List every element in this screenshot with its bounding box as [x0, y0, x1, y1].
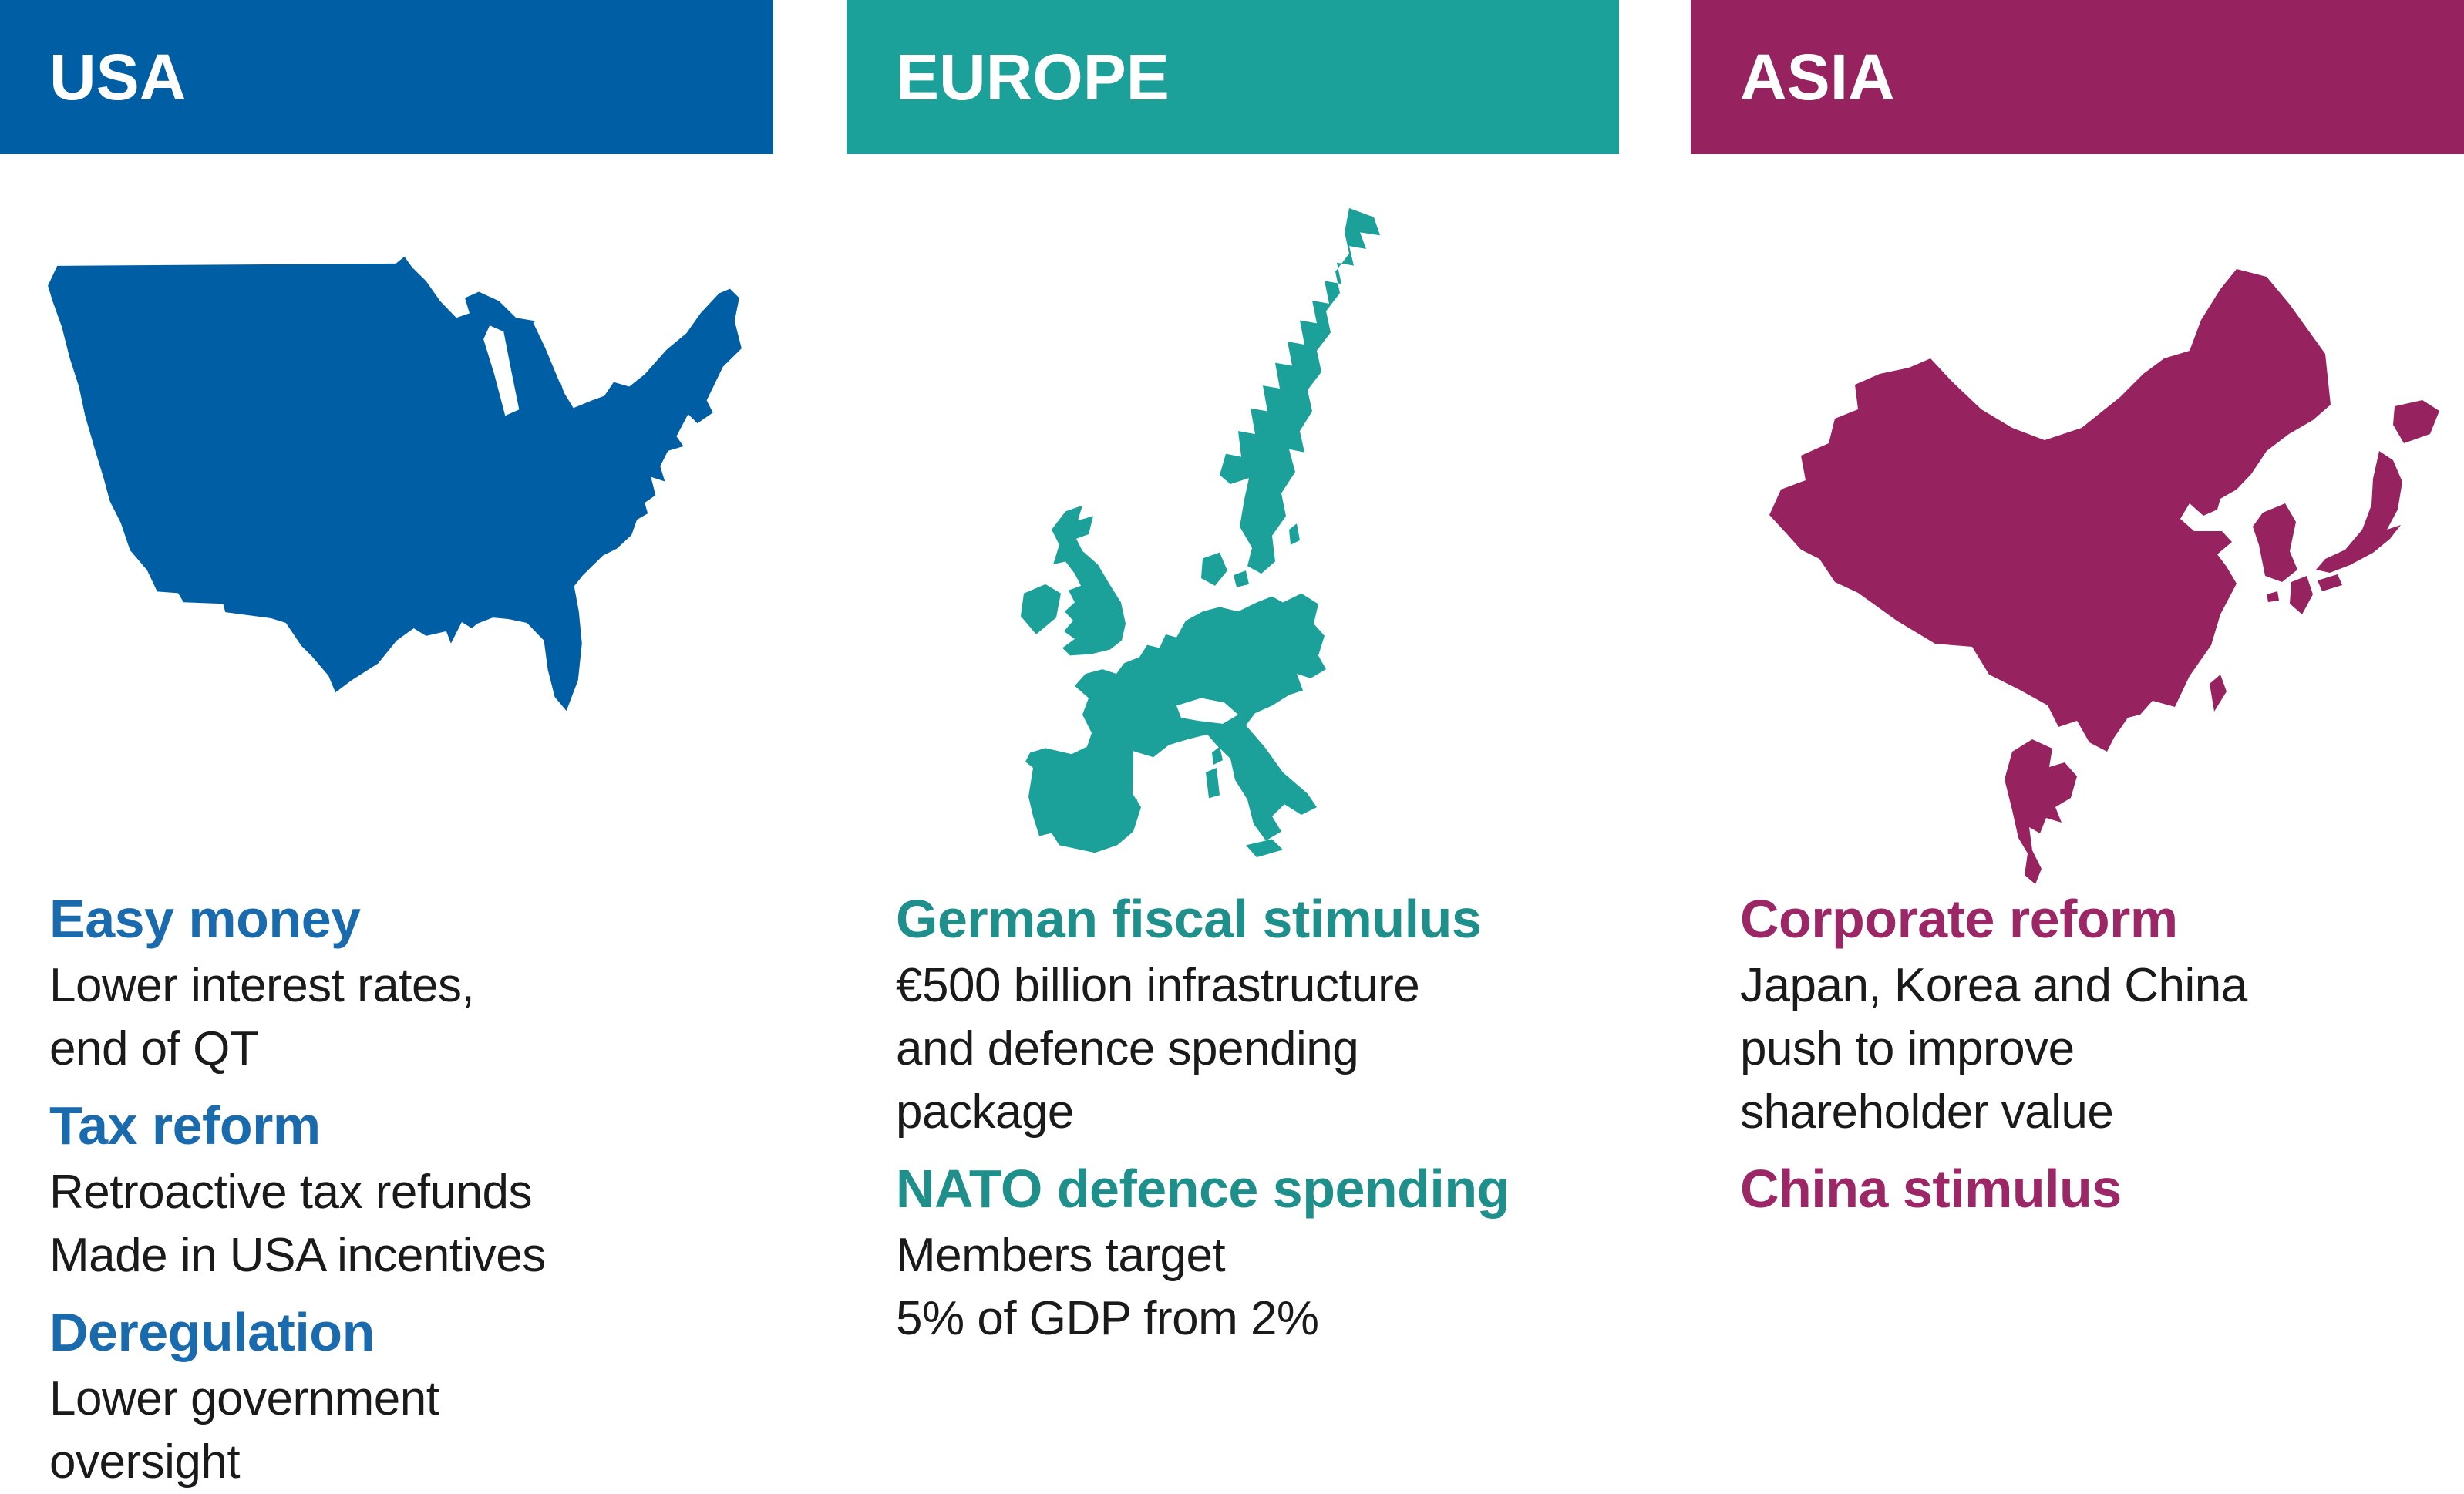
item-line: end of QT — [49, 1022, 259, 1075]
item-line: shareholder value — [1740, 1085, 2114, 1139]
item-line: package — [896, 1085, 1074, 1139]
item-heading: Deregulation — [49, 1302, 375, 1362]
column-europe: EUROPE German fiscal stimulus €500 — [847, 0, 1619, 1494]
usa-header-bar: USA — [0, 0, 773, 154]
item-heading: NATO defence spending — [896, 1159, 1510, 1219]
item-heading: Easy money — [49, 889, 361, 949]
item-line: Lower government — [49, 1372, 439, 1425]
usa-map-icon — [48, 256, 742, 712]
item-line: and defence spending — [896, 1022, 1359, 1075]
item-line: Members target — [896, 1229, 1226, 1282]
europe-header-label: EUROPE — [896, 40, 1170, 113]
usa-header-label: USA — [49, 40, 187, 113]
asia-map-icon — [1769, 269, 2439, 884]
item-heading: China stimulus — [1740, 1159, 2122, 1219]
usa-text-block: Easy money Lower interest rates, end of … — [49, 883, 766, 1494]
item-heading: Corporate reform — [1740, 889, 2178, 949]
column-asia: ASIA Corporate reform Japan, Korea and C… — [1691, 0, 2464, 1494]
item-heading: German fiscal stimulus — [896, 889, 1482, 949]
europe-text-block: German fiscal stimulus €500 billion infr… — [896, 883, 1613, 1351]
europe-header-bar: EUROPE — [847, 0, 1619, 154]
item-line: €500 billion infrastructure — [896, 959, 1420, 1012]
column-usa: USA Easy money Lower interest rates, end… — [0, 0, 773, 1494]
item-line: Made in USA incentives — [49, 1229, 546, 1282]
asia-text-block: Corporate reform Japan, Korea and China … — [1740, 883, 2457, 1224]
item-line: Lower interest rates, — [49, 959, 475, 1012]
item-line: push to improve — [1740, 1022, 2075, 1075]
item-line: Retroactive tax refunds — [49, 1166, 533, 1219]
item-line: Japan, Korea and China — [1740, 959, 2247, 1012]
item-line: 5% of GDP from 2% — [896, 1292, 1319, 1345]
asia-header-bar: ASIA — [1691, 0, 2464, 154]
item-line: oversight — [49, 1435, 241, 1489]
europe-map-icon — [1021, 207, 1380, 858]
asia-header-label: ASIA — [1740, 40, 1895, 113]
item-heading: Tax reform — [49, 1095, 321, 1156]
